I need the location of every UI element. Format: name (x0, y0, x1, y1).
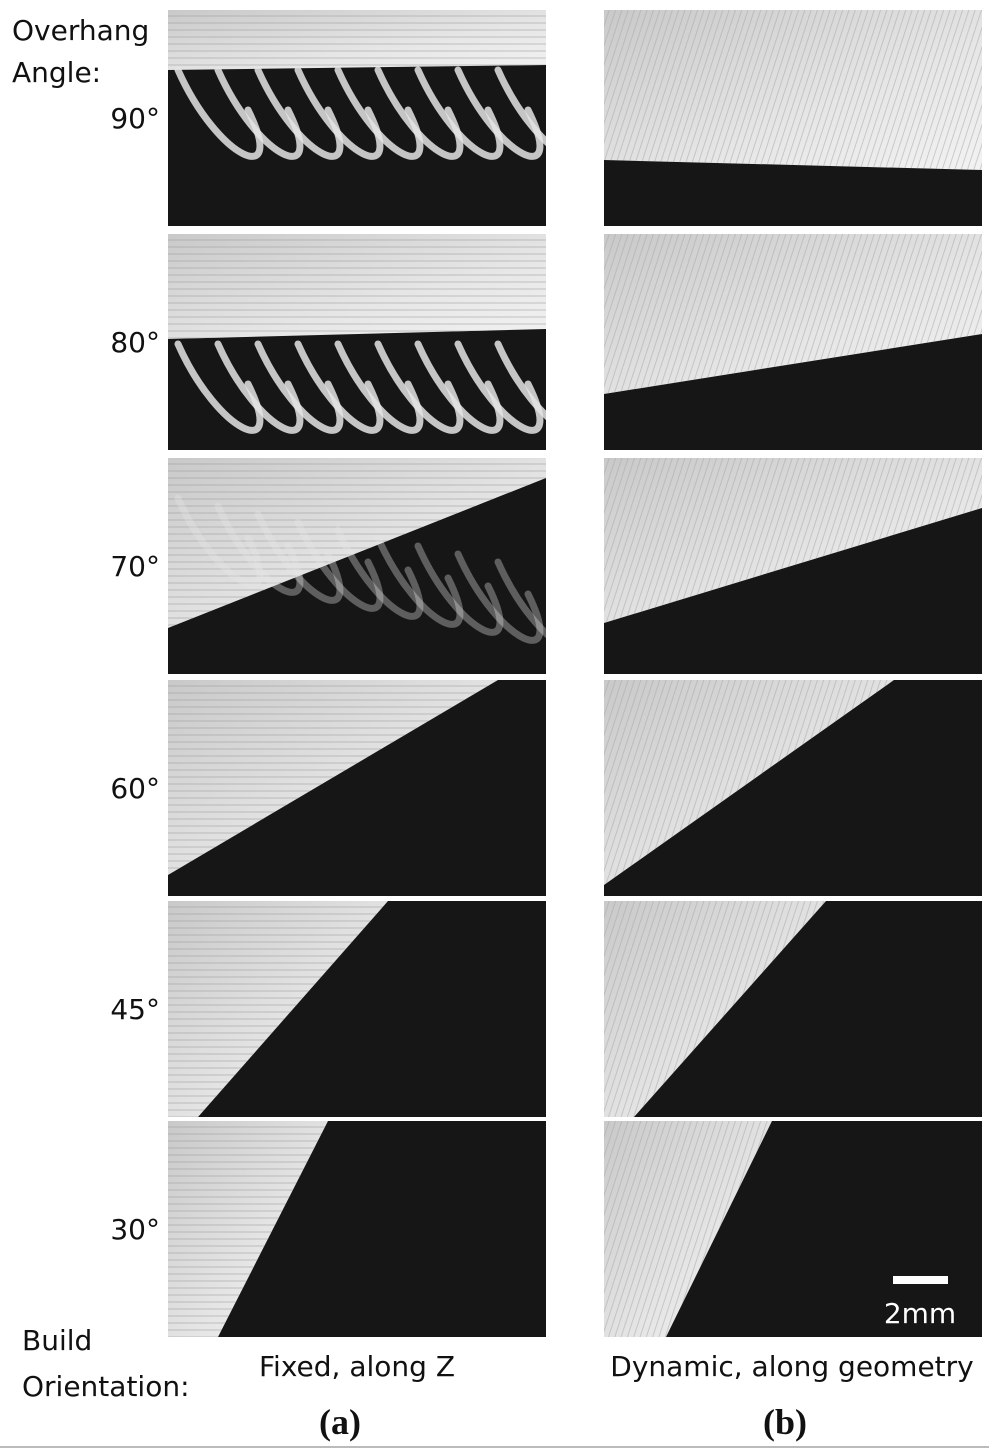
angle-label: 70° (110, 550, 160, 583)
angle-label: 90° (110, 102, 160, 135)
scale-bar-label: 2mm (884, 1297, 956, 1330)
panel-label: (a) (319, 1402, 361, 1442)
photo-panel (604, 458, 982, 674)
column-caption: Dynamic, along geometry (610, 1350, 973, 1383)
angle-label: 60° (110, 772, 160, 805)
photo-panel (604, 234, 982, 450)
figure: Overhang Angle: Build Orientation: Fixed… (0, 0, 989, 1450)
footer-line: Orientation: (22, 1370, 190, 1403)
scale-bar (893, 1276, 948, 1284)
photo-panel (604, 901, 982, 1117)
photo-panel (168, 234, 580, 450)
photo-panel (168, 680, 546, 896)
filament-texture (168, 10, 546, 70)
column-caption: Fixed, along Z (259, 1350, 455, 1383)
filament-texture (604, 10, 982, 170)
photo-panel (168, 1121, 546, 1337)
photo-panel (168, 901, 546, 1117)
header-line: Angle: (12, 56, 101, 89)
photo-panel (168, 458, 580, 674)
angle-label: 45° (110, 993, 160, 1026)
photo-panel (168, 10, 580, 226)
angle-label: 80° (110, 326, 160, 359)
photo-panel (604, 10, 982, 226)
angle-label: 30° (110, 1213, 160, 1246)
header-line: Overhang (12, 14, 149, 47)
footer-line: Build (22, 1324, 92, 1357)
panel-label: (b) (763, 1402, 807, 1442)
filament-texture (168, 234, 546, 339)
photo-panel (604, 680, 982, 896)
